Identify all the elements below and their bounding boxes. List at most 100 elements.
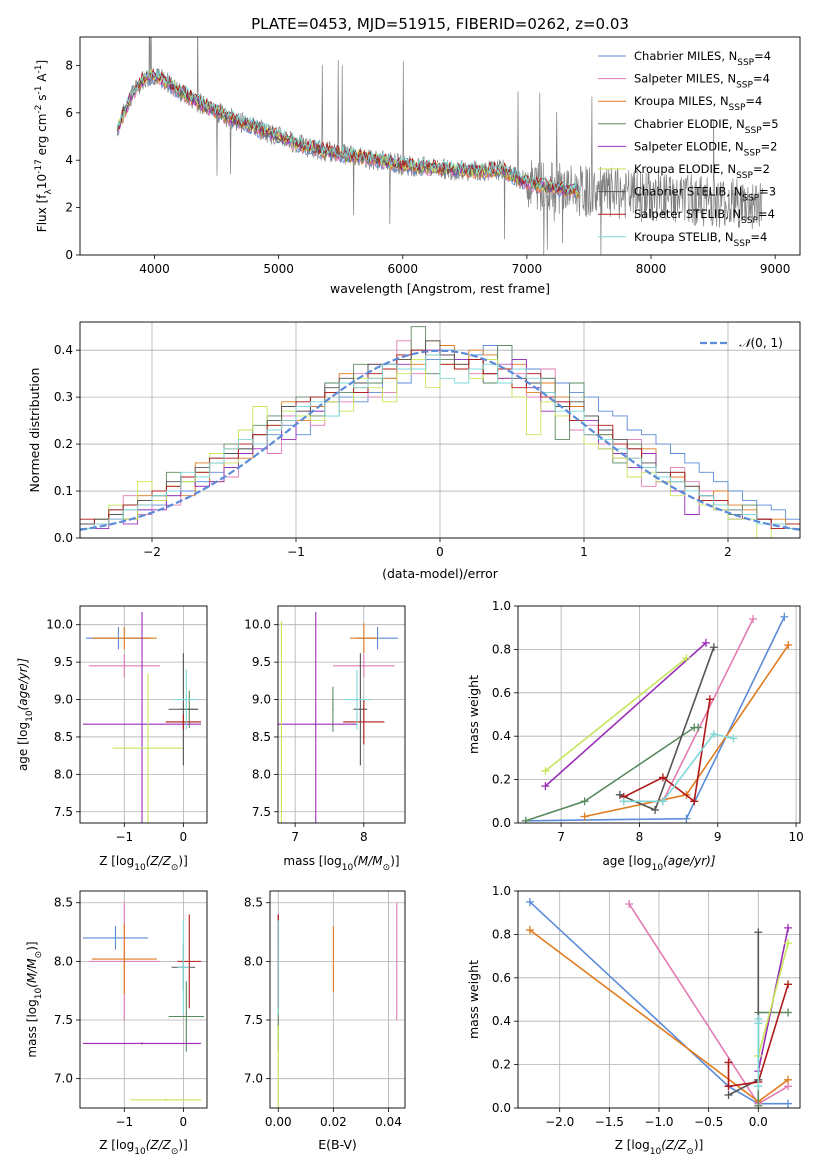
weight-marker-kroupa-stelib	[729, 734, 738, 743]
y-tick-label: 8.5	[244, 896, 263, 910]
x-tick-label: 10	[788, 830, 803, 844]
weight-marker-chabrier-miles	[525, 897, 534, 906]
weight-marker-kroupa-stelib	[709, 730, 718, 739]
weight-marker-chabrier-miles	[784, 1099, 793, 1108]
weight-line-kroupa-elodie	[544, 657, 687, 772]
weight-marker-chabrier-elodie	[521, 816, 530, 823]
y-tick-label: 0.4	[492, 1014, 511, 1028]
weight-line-chabrier-miles	[529, 901, 789, 1105]
age-vs-mass-panel: 7 8 7.5 8.0 8.5 9.0 9.5 10.0 mass [log10(M/M⊙)]	[244, 605, 406, 873]
y-tick-label: 9.5	[54, 655, 73, 669]
legend-label-salpeter-elodie: Salpeter ELODIE, NSSP=2	[634, 139, 777, 158]
legend-label-kroupa-miles: Kroupa MILES, NSSP=4	[634, 94, 762, 113]
x-axis-label: wavelength [Angstrom, rest frame]	[330, 281, 550, 296]
legend-label-salpeter-miles: Salpeter MILES, NSSP=4	[634, 72, 770, 91]
y-tick-label: 4	[65, 153, 73, 167]
weight-vs-metallicity-panel: −2.0 −1.5 −1.0 −0.5 0.0 0.0 0.2 0.4 0.6 0.8 1.0 mas…	[466, 884, 801, 1157]
y-tick-label: 8.5	[54, 896, 73, 910]
legend-label-kroupa-elodie: Kroupa ELODIE, NSSP=2	[634, 162, 770, 181]
y-tick-label: 9.0	[252, 693, 271, 707]
y-tick-label: 1.0	[492, 884, 511, 898]
weight-marker-kroupa-elodie	[784, 939, 793, 948]
axes-frame	[79, 890, 208, 1109]
weight-marker-salpeter-miles	[625, 900, 634, 909]
weight-marker-chabrier-elodie	[784, 1008, 793, 1017]
legend-label-chabrier-miles: Chabrier MILES, NSSP=4	[634, 49, 771, 68]
x-tick-label: 7	[557, 830, 565, 844]
weight-line-salpeter-miles	[623, 618, 754, 803]
weight-marker-chabrier-elodie	[754, 1101, 763, 1108]
weight-line-chabrier-elodie	[757, 1011, 789, 1106]
y-tick-label: 8.5	[252, 730, 271, 744]
spectrum-panel: 4000 5000 6000 7000 8000 9000 0 2 4 6 8 Chabrier MI…	[34, 36, 801, 296]
weight-line-kroupa-elodie	[757, 942, 789, 1057]
plot-area	[82, 902, 205, 1101]
x-tick-label: 7	[291, 830, 299, 844]
x-tick-label: 0.04	[375, 1115, 402, 1129]
x-tick-label: −1	[115, 830, 133, 844]
x-axis-label: Z [log10(Z/Z⊙)]	[615, 1138, 704, 1157]
legend-label-normal: 𝒩(0, 1)	[739, 336, 783, 350]
x-tick-label: −2	[143, 545, 161, 559]
x-axis-label: Z [log10(Z/Z⊙)]	[99, 854, 188, 873]
legend-label-salpeter-stelib: Salpeter STELIB, NSSP=4	[634, 207, 775, 226]
y-tick-label: 0	[65, 248, 73, 262]
x-tick-label: −1.5	[595, 1115, 624, 1129]
x-tick-label: −1	[287, 545, 305, 559]
x-tick-label: −0.5	[694, 1115, 723, 1129]
y-tick-label: 0.2	[54, 437, 73, 451]
y-tick-label: 7.5	[244, 1013, 263, 1027]
weight-marker-salpeter-stelib	[705, 695, 714, 704]
y-tick-label: 7.5	[54, 805, 73, 819]
weight-line-salpeter-stelib	[727, 984, 789, 1088]
axes-frame	[269, 890, 406, 1109]
x-tick-label: 0.00	[265, 1115, 292, 1129]
legend-label-chabrier-elodie: Chabrier ELODIE, NSSP=5	[634, 117, 779, 136]
x-tick-label: 4000	[139, 262, 170, 276]
y-tick-label: 7.5	[252, 805, 271, 819]
weight-marker-kroupa-stelib	[619, 797, 628, 806]
x-tick-label: 6000	[387, 262, 418, 276]
weight-marker-chabrier-miles	[682, 814, 691, 823]
weight-marker-salpeter-stelib	[690, 797, 699, 806]
x-axis-label: Z [log10(Z/Z⊙)]	[99, 1138, 188, 1157]
y-tick-label: 9.0	[54, 693, 73, 707]
legend-label-chabrier-stelib: Chabrier STELIB, NSSP=3	[634, 185, 776, 204]
weight-marker-kroupa-miles	[784, 641, 793, 650]
weight-marker-chabrier-stelib	[724, 1090, 733, 1099]
weight-marker-kroupa-elodie	[682, 654, 691, 663]
weight-marker-chabrier-miles	[780, 612, 789, 621]
y-tick-label: 8.0	[54, 767, 73, 781]
y-tick-label: 0.0	[54, 531, 73, 545]
y-tick-label: 8.5	[54, 730, 73, 744]
weight-line-kroupa-stelib	[623, 733, 734, 803]
weight-marker-salpeter-stelib	[724, 1082, 733, 1091]
x-tick-label: 0	[436, 545, 444, 559]
weight-marker-salpeter-miles	[749, 615, 757, 624]
x-tick-label: −1.0	[644, 1115, 673, 1129]
plot-area	[116, 37, 764, 255]
y-tick-label: 0.2	[492, 1058, 511, 1072]
weight-marker-salpeter-stelib	[658, 773, 667, 782]
weight-line-chabrier-stelib	[728, 932, 760, 1096]
plot-area	[521, 612, 793, 823]
x-axis-label: age [log10(age/yr)]	[602, 854, 715, 873]
y-tick-label: 0.0	[492, 816, 511, 830]
x-tick-label: 0.02	[320, 1115, 347, 1129]
y-tick-label: 0.2	[492, 773, 511, 787]
y-tick-label: 8.0	[54, 954, 73, 968]
weight-line-chabrier-miles	[525, 616, 786, 822]
x-tick-label: 9	[714, 830, 722, 844]
y-tick-label: 0.6	[492, 686, 511, 700]
weight-marker-salpeter-elodie	[784, 923, 793, 932]
x-tick-label: 2	[724, 545, 732, 559]
plot-area	[277, 902, 398, 1108]
axes-frame	[277, 605, 406, 824]
figure-title: PLATE=0453, MJD=51915, FIBERID=0262, z=0…	[251, 15, 629, 33]
y-tick-label: 2	[65, 201, 73, 215]
y-tick-label: 8	[65, 58, 73, 72]
y-tick-label: 1.0	[492, 599, 511, 613]
plot-area	[278, 611, 399, 823]
y-tick-label: 0.6	[492, 971, 511, 985]
